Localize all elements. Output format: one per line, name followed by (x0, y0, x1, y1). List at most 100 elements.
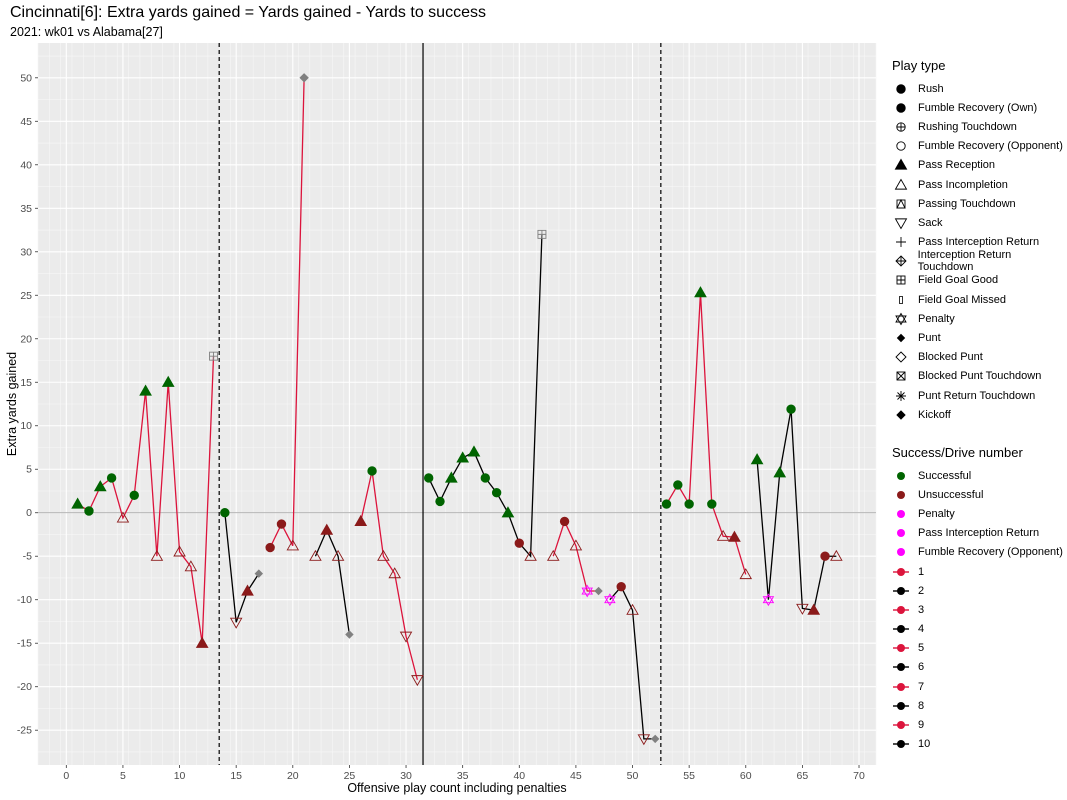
legend-key (892, 348, 910, 366)
data-point (345, 630, 354, 639)
y-tick-label: 45 (20, 116, 32, 128)
legend-key (892, 233, 910, 251)
legend-label: Punt (918, 332, 941, 345)
legend-key (892, 697, 910, 715)
legend-entry: Field Goal Missed (892, 290, 1067, 309)
legend-marker (894, 158, 908, 170)
y-tick-label: 5 (26, 464, 32, 476)
data-point (265, 542, 275, 553)
drive-line-7 (552, 519, 599, 592)
legend-label: 9 (918, 719, 925, 732)
legend-label: Fumble Recovery (Own) (918, 101, 1038, 114)
data-point (209, 351, 218, 361)
x-tick-label: 60 (740, 770, 752, 782)
legend-entry: Unsuccessful (892, 485, 1063, 504)
data-point (241, 584, 254, 596)
legend-dot (897, 471, 905, 480)
chart-title: Cincinnati[6]: Extra yards gained = Yard… (10, 4, 486, 21)
legend-key (892, 367, 910, 385)
legend-dot (897, 548, 905, 557)
legend-key (892, 291, 910, 309)
legend-label: Pass Interception Return (918, 527, 1040, 540)
legend-entry: Rush (892, 79, 1067, 98)
data-point (129, 490, 139, 501)
data-point (388, 567, 401, 579)
data-point (320, 523, 334, 535)
legend-entry: Fumble Recovery (Own) (892, 98, 1067, 117)
legend-key (892, 80, 910, 98)
y-tick-label: 50 (20, 72, 32, 84)
data-point (161, 375, 175, 387)
legend-entry: Blocked Punt (892, 348, 1067, 367)
y-tick-label: 35 (20, 203, 32, 215)
y-tick-label: -20 (17, 681, 32, 693)
data-point (173, 545, 186, 557)
legend-entry: Pass Interception Return (892, 233, 1067, 252)
legend-dot (897, 586, 905, 595)
legend-entry: 9 (892, 715, 1063, 734)
legend-key (892, 735, 910, 753)
legend-play-type-title: Play type (892, 58, 946, 73)
legend-label: Passing Touchdown (918, 197, 1016, 210)
legend-dot (897, 625, 905, 634)
data-point (524, 549, 537, 561)
legend-label: 1 (918, 565, 925, 578)
legend-marker (896, 83, 906, 94)
legend-entry: Rushing Touchdown (892, 117, 1067, 136)
data-point (467, 445, 481, 457)
legend-label: Fumble Recovery (Opponent) (918, 546, 1063, 559)
legend-entry: Pass Interception Return (892, 524, 1063, 543)
legend-key (892, 156, 910, 174)
data-point (106, 473, 117, 483)
data-point (150, 549, 164, 561)
axes: 0 5 10 15 20 25 30 35 40 45 50 55 60 65 70-25-20-15-10… (17, 72, 865, 782)
legend-marker (896, 371, 906, 381)
data-point (254, 569, 264, 578)
legend-key (892, 195, 910, 213)
data-point (229, 617, 243, 629)
legend-label: Pass Interception Return (918, 236, 1040, 249)
data-point (581, 584, 594, 598)
data-point (650, 734, 660, 744)
data-point (694, 286, 707, 298)
data-point (750, 453, 764, 465)
legend-entry: 7 (892, 677, 1063, 696)
x-tick-label: 5 (120, 770, 126, 782)
legend-key (892, 563, 910, 581)
data-point (739, 568, 753, 580)
data-point (367, 466, 377, 476)
data-point (286, 539, 300, 551)
legend-marker (894, 218, 908, 230)
legend-dot (897, 644, 905, 653)
legend-label: Kickoff (918, 408, 951, 421)
y-tick-label: 20 (20, 333, 32, 345)
legend-label: 4 (918, 623, 925, 636)
data-point (93, 480, 107, 492)
legend-label: Successful (918, 469, 972, 482)
x-tick-label: 15 (230, 770, 242, 782)
legend-dot (897, 605, 905, 614)
legend-entry: Blocked Punt Touchdown (892, 367, 1067, 386)
legend-key (892, 716, 910, 734)
legend-entry: 3 (892, 600, 1063, 619)
legend-key (892, 99, 910, 117)
x-tick-label: 50 (627, 770, 639, 782)
data-point (796, 603, 809, 615)
legend-dot (897, 567, 905, 576)
legend-key (892, 406, 910, 424)
legend-marker (896, 141, 906, 151)
y-tick-label: 30 (20, 246, 32, 258)
legend-marker (896, 390, 906, 401)
data-point (773, 466, 787, 478)
legend-label: Pass Reception (918, 159, 996, 172)
legend-entry: Penalty (892, 504, 1063, 523)
y-tick-label: 15 (20, 377, 32, 389)
x-tick-label: 45 (570, 770, 582, 782)
legend-key (892, 678, 910, 696)
legend-label: 2 (918, 584, 925, 597)
y-tick-label: -15 (17, 638, 32, 650)
legend-dot (897, 701, 905, 710)
legend-marker (896, 333, 906, 343)
data-point (411, 675, 424, 687)
x-axis-label: Offensive play count including penalties (347, 781, 566, 795)
